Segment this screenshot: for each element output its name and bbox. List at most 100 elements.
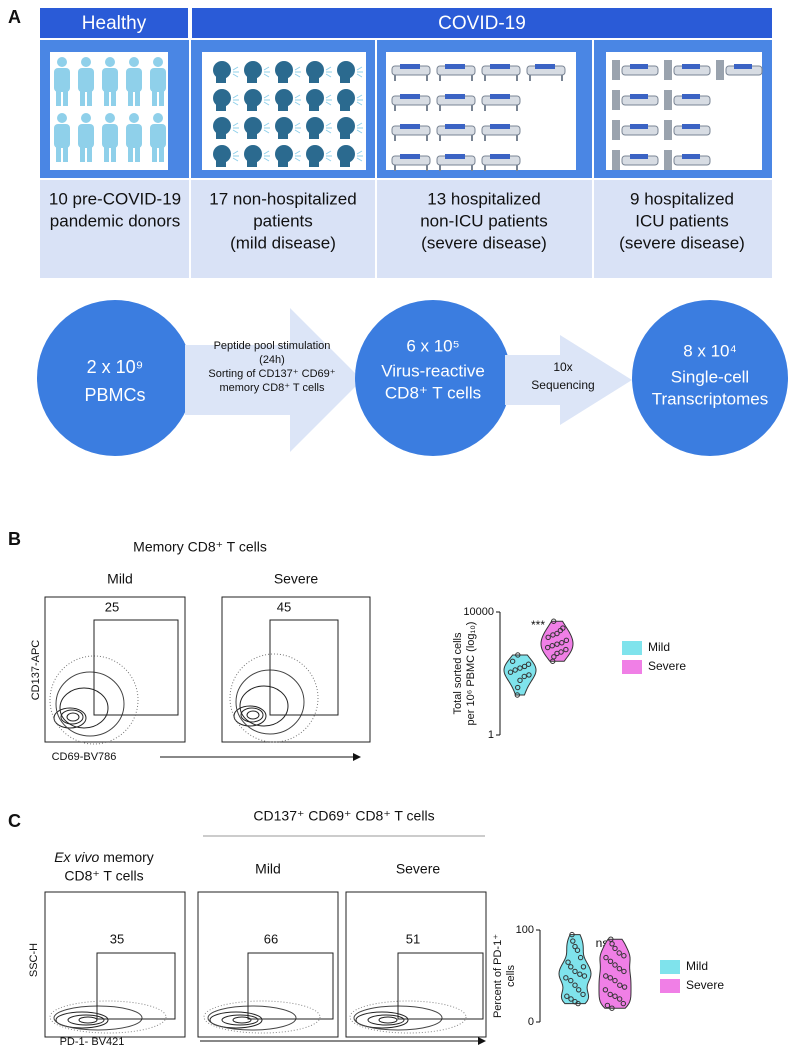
bed-icons [390,88,525,178]
y-tick-label: 10000 [463,606,494,618]
data-point [620,1000,626,1007]
flow-labels: 2 x 10⁹ PBMCs Peptide pool stimulation (24h… [84,336,768,408]
header: COVID-19 [438,13,526,34]
flow-plot [44,596,186,743]
group-label: ICU patients [635,211,729,230]
data-point [621,953,627,959]
legend-swatch [660,960,680,974]
data-point [580,964,587,970]
data-point [544,644,551,651]
data-point [616,965,623,972]
data-point [568,964,574,970]
data-point [549,643,555,649]
group-label: non-ICU patients [420,211,548,230]
data-point [572,968,578,975]
data-point [517,665,523,671]
data-point [570,938,576,944]
legend-swatch [660,979,680,993]
flow-label: 6 x 10⁵ [406,336,459,355]
group-label: pandemic donors [50,211,180,230]
step-circle [632,300,788,456]
italic-text: Ex vivo [54,849,99,865]
data-point [526,672,532,678]
group-label: patients [253,211,313,230]
gate [247,952,334,1020]
data-point [514,692,521,698]
flow-label: Transcriptomes [652,389,769,408]
panel-label: B [8,529,21,549]
gate-value: 25 [105,599,119,614]
text-band [40,180,772,278]
donor-icons [50,56,170,168]
data-point [607,991,613,998]
contour [229,653,319,743]
group-label: 10 pre-COVID-19 [49,189,181,208]
flow-label: Sorting of CD137⁺ CD69⁺ [208,368,335,380]
contour [49,1000,167,1034]
data-point [525,661,532,667]
panel-label: C [8,811,21,831]
data-point [608,936,614,942]
axis-label: CD69-BV786 [52,751,117,763]
data-point [616,996,623,1002]
group-label: (severe disease) [619,233,745,252]
data-point [509,658,516,664]
data-point [612,977,618,984]
group-label: (mild disease) [230,233,336,252]
gate [96,952,176,1020]
axis-label: CD137-APC [30,640,42,701]
step-circle [355,300,511,456]
significance: *** [531,618,545,632]
gate-value: 66 [264,931,278,946]
bed-icons [390,58,570,88]
plot-title: Mild [255,861,281,877]
data-point [559,640,565,646]
text: memory [99,849,153,865]
data-point [575,987,582,993]
data-point [621,968,627,975]
data-point [603,973,609,979]
group-label: 9 hospitalized [630,189,734,208]
y-axis-label: per 10⁶ PBMC (log₁₀) [465,622,477,726]
plot-title: Mild [107,571,133,587]
data-point [521,663,528,670]
flow-label: memory CD8⁺ T cells [219,382,325,394]
flow-label: PBMCs [84,385,145,405]
group-header: CD137⁺ CD69⁺ CD8⁺ T cells [253,808,434,824]
contour [203,1000,321,1034]
legend-swatch [622,660,642,674]
data-point [560,625,566,631]
y-axis-label: Percent of PD-1⁺ [492,934,504,1018]
axis-label: PD-1- BV421 [60,1036,125,1048]
legend-label: Severe [648,659,686,673]
flow-label: Single-cell [671,367,749,386]
header: Healthy [82,13,147,34]
gate-value: 45 [277,599,291,614]
legend-label: Severe [686,978,724,992]
step-arrow [185,308,362,452]
flow-plot [345,891,487,1038]
data-point [563,637,570,644]
data-point [617,982,623,988]
data-point [604,1002,611,1009]
violin [503,654,537,696]
step-circle [37,300,193,456]
panel-title: Memory CD8⁺ T cells [133,539,267,555]
gate [93,619,179,716]
y-axis-label: Total sorted cells [452,632,464,714]
flow-label: CD8⁺ T cells [385,383,481,402]
data-point [554,641,560,647]
gate [269,619,339,716]
icu-icons [610,88,714,172]
data-point [545,634,551,641]
data-point [607,975,614,981]
flow-label: 2 x 10⁹ [87,357,144,377]
plot-title: Ex vivo memory [54,849,154,865]
icu-icons [610,58,766,88]
header-bar [192,8,772,38]
axis-label: SSC-H [28,943,40,977]
flow-plot [221,596,371,743]
data-point [512,667,518,673]
plot-title: Severe [274,571,319,587]
